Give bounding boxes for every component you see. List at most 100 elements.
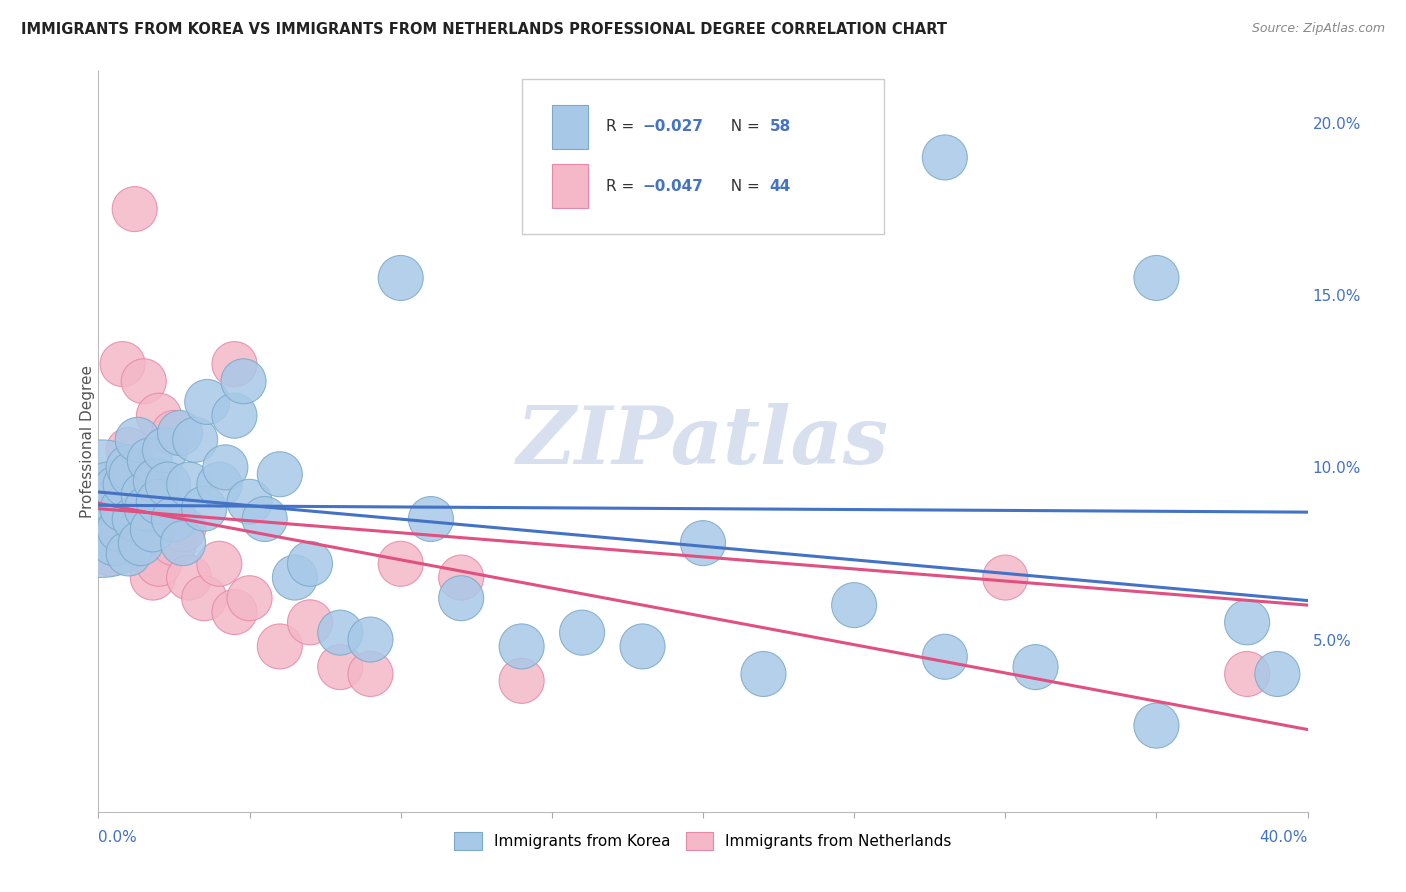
- Point: [121, 467, 143, 482]
- Point: [127, 433, 149, 447]
- Text: 58: 58: [769, 120, 790, 135]
- FancyBboxPatch shape: [551, 104, 588, 149]
- Point: [93, 488, 115, 502]
- Text: 0.0%: 0.0%: [98, 830, 138, 846]
- Point: [184, 433, 207, 447]
- Point: [172, 522, 194, 536]
- Point: [631, 640, 654, 654]
- Point: [111, 522, 134, 536]
- Point: [148, 495, 170, 509]
- Point: [224, 357, 246, 371]
- Point: [1236, 667, 1258, 681]
- Point: [111, 357, 134, 371]
- Text: N =: N =: [721, 178, 765, 194]
- Point: [114, 477, 136, 491]
- Point: [153, 512, 176, 526]
- Point: [100, 546, 122, 560]
- Text: 44: 44: [769, 178, 790, 194]
- Point: [172, 536, 194, 550]
- Point: [1144, 271, 1167, 285]
- Point: [132, 488, 155, 502]
- Point: [118, 460, 141, 475]
- Point: [108, 495, 131, 509]
- Y-axis label: Professional Degree: Professional Degree: [80, 365, 94, 518]
- Point: [389, 557, 412, 571]
- Point: [132, 522, 155, 536]
- Point: [103, 508, 125, 523]
- Point: [239, 495, 262, 509]
- Point: [299, 615, 322, 630]
- Point: [93, 488, 115, 502]
- Point: [360, 667, 382, 681]
- Point: [111, 501, 134, 516]
- Legend: Immigrants from Korea, Immigrants from Netherlands: Immigrants from Korea, Immigrants from N…: [449, 826, 957, 856]
- Point: [118, 512, 141, 526]
- Point: [129, 536, 152, 550]
- Point: [103, 495, 125, 509]
- Point: [135, 501, 157, 516]
- Point: [195, 395, 218, 409]
- Point: [142, 522, 165, 536]
- Point: [299, 557, 322, 571]
- Text: ZIPatlas: ZIPatlas: [517, 403, 889, 480]
- Point: [163, 425, 186, 440]
- Point: [214, 460, 236, 475]
- Point: [169, 425, 191, 440]
- Text: 40.0%: 40.0%: [1260, 830, 1308, 846]
- Point: [1024, 660, 1046, 674]
- Point: [163, 512, 186, 526]
- Point: [90, 501, 112, 516]
- Point: [224, 409, 246, 423]
- Point: [844, 598, 866, 612]
- Point: [179, 570, 201, 584]
- Point: [156, 477, 179, 491]
- Point: [208, 477, 231, 491]
- Point: [179, 477, 201, 491]
- Point: [752, 667, 775, 681]
- Point: [124, 512, 146, 526]
- Point: [96, 529, 118, 543]
- Point: [129, 501, 152, 516]
- Point: [118, 443, 141, 458]
- Point: [145, 474, 167, 488]
- Text: N =: N =: [721, 120, 765, 135]
- Text: −0.047: −0.047: [643, 178, 703, 194]
- FancyBboxPatch shape: [551, 164, 588, 209]
- Point: [193, 591, 215, 606]
- Point: [103, 477, 125, 491]
- Point: [96, 477, 118, 491]
- Point: [103, 536, 125, 550]
- Point: [124, 202, 146, 216]
- Point: [139, 546, 162, 560]
- Point: [100, 508, 122, 523]
- Point: [142, 570, 165, 584]
- Point: [193, 501, 215, 516]
- Point: [232, 374, 254, 388]
- Point: [148, 557, 170, 571]
- Point: [692, 536, 714, 550]
- Point: [994, 570, 1017, 584]
- Point: [114, 477, 136, 491]
- Point: [105, 481, 128, 495]
- Point: [571, 625, 593, 640]
- Text: R =: R =: [606, 120, 640, 135]
- Point: [148, 409, 170, 423]
- Point: [124, 488, 146, 502]
- FancyBboxPatch shape: [522, 78, 884, 235]
- Point: [135, 477, 157, 491]
- Point: [329, 660, 352, 674]
- Text: IMMIGRANTS FROM KOREA VS IMMIGRANTS FROM NETHERLANDS PROFESSIONAL DEGREE CORRELA: IMMIGRANTS FROM KOREA VS IMMIGRANTS FROM…: [21, 22, 948, 37]
- Point: [108, 522, 131, 536]
- Point: [127, 536, 149, 550]
- Point: [269, 640, 291, 654]
- Point: [389, 271, 412, 285]
- Point: [1236, 615, 1258, 630]
- Point: [118, 546, 141, 560]
- Point: [253, 512, 276, 526]
- Text: R =: R =: [606, 178, 640, 194]
- Text: −0.027: −0.027: [643, 120, 703, 135]
- Point: [360, 632, 382, 647]
- Point: [239, 591, 262, 606]
- Point: [1144, 718, 1167, 732]
- Point: [450, 570, 472, 584]
